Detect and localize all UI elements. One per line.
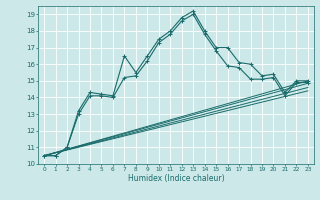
X-axis label: Humidex (Indice chaleur): Humidex (Indice chaleur) [128, 174, 224, 183]
